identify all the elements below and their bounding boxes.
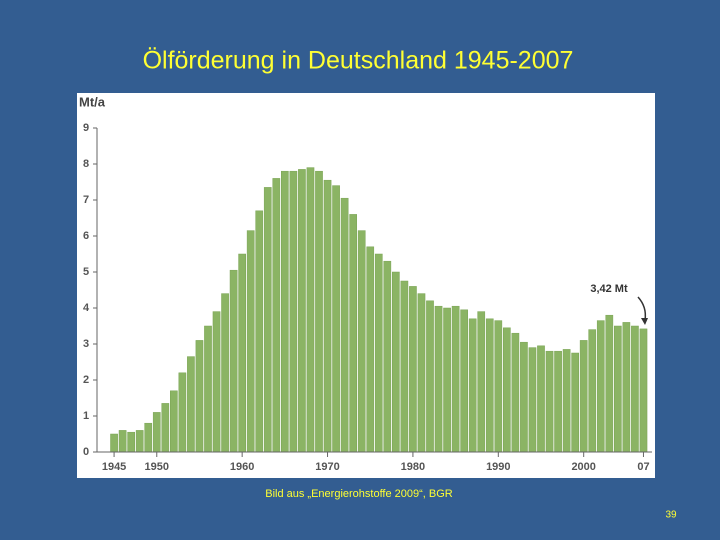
bar	[468, 318, 477, 453]
x-tick-label: 2000	[571, 461, 595, 473]
bar	[614, 325, 622, 453]
bar	[127, 431, 135, 453]
y-tick-label: 4	[83, 302, 90, 314]
y-tick-label: 9	[83, 122, 89, 134]
slide-title: Ölförderung in Deutschland 1945-2007	[143, 47, 574, 75]
bar	[485, 318, 494, 453]
bar	[281, 170, 289, 453]
bar	[263, 187, 272, 453]
y-tick-label: 7	[83, 194, 89, 206]
bar	[571, 352, 579, 453]
bar	[579, 340, 588, 453]
bar	[434, 305, 443, 453]
bar	[562, 349, 571, 453]
x-tick-label: 1960	[230, 461, 254, 473]
bar	[639, 328, 648, 453]
bar	[118, 430, 127, 453]
bar	[596, 320, 605, 453]
bar	[451, 305, 460, 453]
bar	[110, 433, 118, 453]
bar	[229, 269, 238, 453]
bar	[315, 170, 323, 453]
x-tick-label: 07	[637, 461, 649, 473]
bar	[178, 372, 187, 453]
arrow-head	[641, 318, 648, 325]
bar	[195, 340, 204, 453]
bar	[246, 230, 255, 453]
bar	[255, 210, 264, 453]
bar	[494, 320, 503, 453]
page-number: 39	[665, 510, 677, 521]
bar	[426, 300, 434, 453]
bar	[460, 309, 468, 453]
x-tick-label: 1945	[102, 461, 126, 473]
bar	[622, 322, 631, 453]
x-tick-label: 1950	[145, 461, 169, 473]
bar	[161, 403, 170, 453]
bar	[545, 350, 554, 453]
bar	[511, 332, 520, 453]
x-tick-label: 1980	[401, 461, 425, 473]
bar	[528, 347, 537, 453]
y-tick-label: 6	[83, 230, 89, 242]
bar	[443, 307, 451, 453]
bar	[554, 350, 562, 453]
x-tick-label: 1970	[315, 461, 339, 473]
bar	[357, 230, 366, 453]
bar	[306, 167, 315, 453]
bar	[272, 178, 281, 453]
bar	[366, 246, 375, 453]
bar	[298, 169, 306, 453]
caption: Bild aus „Energierohstoffe 2009“, BGR	[265, 488, 453, 500]
bar	[400, 280, 409, 453]
bar	[537, 345, 545, 453]
plot: 0 1 2 3 4 5 6 7 8 9 1945 1950 1960 1970 1980 1990 2000 07	[83, 122, 652, 473]
bar	[340, 197, 349, 453]
bar	[144, 422, 153, 453]
bar	[204, 325, 212, 453]
bar	[383, 260, 392, 453]
bar	[289, 170, 298, 453]
y-tick-label: 3	[83, 338, 89, 350]
bar	[349, 214, 357, 453]
annotation: 3,42 Mt	[590, 283, 628, 295]
bar	[409, 286, 417, 453]
y-tick-label: 5	[83, 266, 89, 278]
bar	[212, 311, 221, 453]
y-axis-label: Mt/a	[79, 94, 106, 109]
bar	[332, 185, 340, 453]
bar	[135, 430, 144, 453]
bar	[588, 329, 597, 453]
y-tick-label: 1	[83, 410, 89, 422]
bar	[187, 356, 195, 453]
bar	[152, 412, 161, 453]
x-tick-label: 1990	[486, 461, 510, 473]
bar	[631, 325, 639, 453]
bar	[238, 253, 246, 453]
bar	[170, 390, 178, 453]
bar	[323, 179, 332, 453]
bar	[520, 341, 528, 453]
bar	[374, 253, 383, 453]
y-tick-label: 8	[83, 158, 89, 170]
y-tick-label: 0	[83, 446, 89, 458]
bar	[221, 293, 229, 453]
bar	[392, 271, 400, 453]
bar	[605, 314, 614, 453]
y-tick-label: 2	[83, 374, 89, 386]
bar	[503, 327, 511, 453]
bar	[417, 293, 426, 453]
annotation-arrow	[637, 296, 647, 321]
bar	[477, 311, 486, 453]
